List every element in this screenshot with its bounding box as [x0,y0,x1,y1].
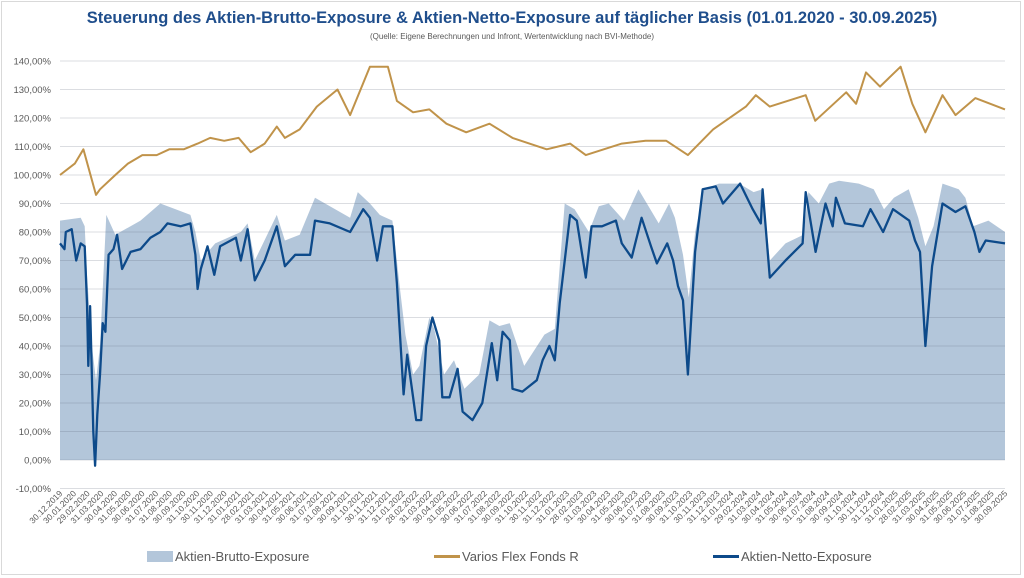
legend-label: Aktien-Brutto-Exposure [175,549,310,564]
y-tick-label: 130,00% [13,85,51,96]
y-tick-label: 40,00% [19,342,52,353]
legend-swatch-line [434,555,460,558]
legend-label: Varios Flex Fonds R [462,549,579,564]
legend-label: Aktien-Netto-Exposure [741,549,872,564]
y-tick-label: 0,00% [24,456,51,467]
legend-item-fund: Varios Flex Fonds R [434,549,579,564]
y-tick-label: 100,00% [13,171,51,182]
y-tick-label: 90,00% [19,199,52,210]
y-tick-label: 140,00% [13,57,51,68]
legend-item-brutto: Aktien-Brutto-Exposure [147,549,309,564]
y-tick-label: 50,00% [19,313,52,324]
legend-swatch-area [147,551,173,562]
series-line-fund [59,65,1006,196]
y-tick-label: 20,00% [19,399,52,410]
y-tick-label: 120,00% [13,114,51,125]
legend-swatch-line [713,555,739,558]
chart-subtitle: (Quelle: Eigene Berechnungen und Infront… [369,32,655,41]
chart-title: Steuerung des Aktien-Brutto-Exposure & A… [86,9,938,27]
y-tick-label: 80,00% [19,228,52,239]
y-tick-label: 70,00% [19,256,52,267]
legend-item-netto: Aktien-Netto-Exposure [713,549,872,564]
y-tick-label: -10,00% [16,484,52,495]
legend: Aktien-Brutto-Exposure Varios Flex Fonds… [0,549,1024,567]
y-tick-label: 10,00% [19,427,52,438]
series-line-netto [59,182,1006,467]
y-tick-label: 30,00% [19,370,52,381]
y-tick-label: 60,00% [19,285,52,296]
y-tick-label: 110,00% [14,142,51,153]
series-area-brutto [60,180,1005,460]
